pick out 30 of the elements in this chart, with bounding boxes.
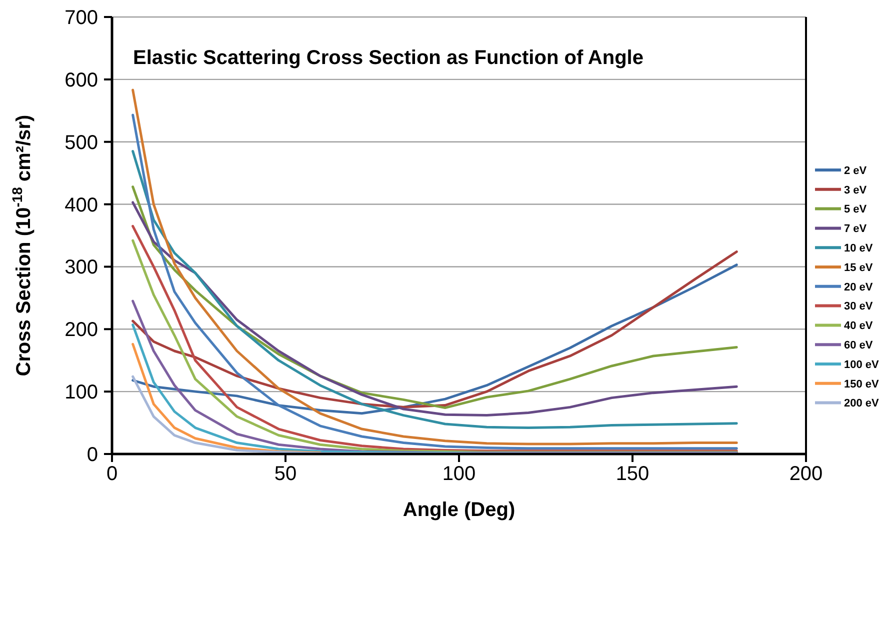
y-tick-label: 100	[64, 382, 98, 404]
legend-label: 3 eV	[844, 184, 868, 196]
legend-label: 2 eV	[844, 164, 868, 177]
legend-label: 20 eV	[844, 281, 874, 294]
line-series	[132, 150, 738, 430]
legend-label: 150 eV	[844, 378, 880, 390]
x-tick-label: 100	[442, 463, 476, 485]
y-tick-label: 300	[64, 256, 98, 279]
x-axis-title: Angle (Deg)	[402, 499, 516, 521]
y-tick-label: 600	[64, 69, 98, 92]
y-tick-label: 200	[64, 319, 98, 342]
x-tick-label: 50	[274, 463, 297, 485]
legend-label: 200 eV	[844, 398, 880, 410]
legend-label: 7 eV	[844, 223, 868, 236]
legend-label: 40 eV	[844, 320, 874, 332]
text: Elastic Scattering Cross Section as Function of Angle	[133, 47, 644, 69]
x-tick-label: 200	[789, 463, 823, 485]
x-tick-label: 150	[616, 463, 650, 485]
legend-label: 30 eV	[844, 300, 874, 313]
legend-label: 10 eV	[844, 242, 874, 254]
y-tick-label: 700	[64, 7, 98, 29]
legend-label: 15 eV	[844, 262, 874, 274]
line-series	[132, 375, 738, 455]
y-tick-label: 400	[64, 194, 98, 216]
legend-label: 5 eV	[844, 204, 868, 216]
y-tick-label: 500	[64, 132, 98, 154]
legend-label: 100 eV	[844, 358, 880, 371]
y-tick-label: 0	[86, 444, 98, 466]
legend-label: 60 eV	[844, 339, 874, 352]
x-tick-label: 0	[106, 463, 118, 485]
